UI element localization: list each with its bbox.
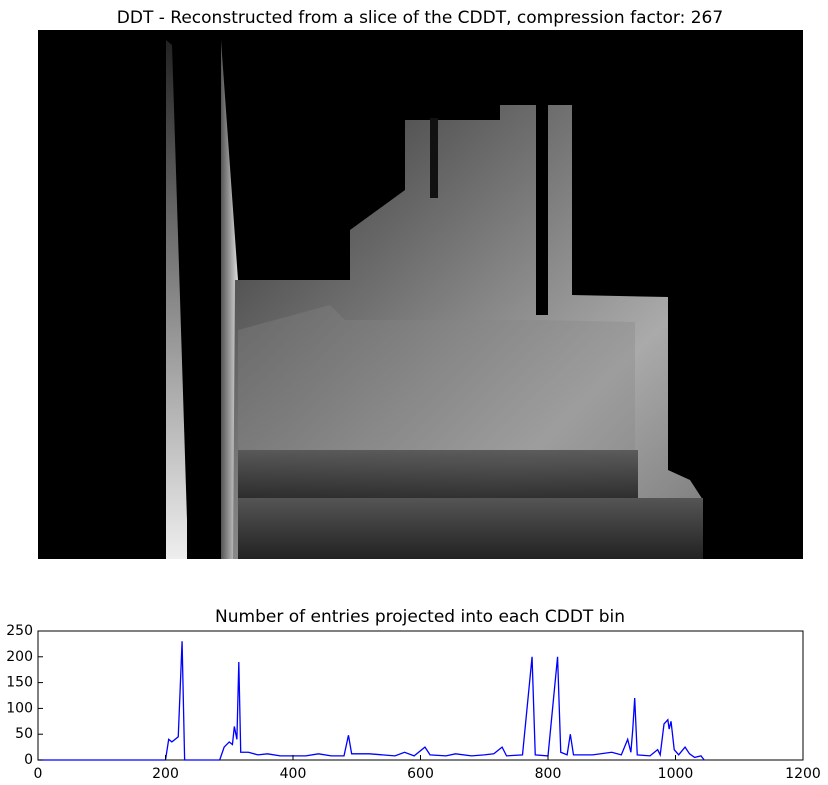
chart-title: Number of entries projected into each CD… (215, 607, 625, 627)
y-tick-label: 100 (6, 700, 33, 716)
x-tick-label: 800 (535, 766, 562, 782)
x-tick-label: 1200 (785, 766, 821, 782)
x-tick-label: 0 (34, 766, 43, 782)
x-tick-label: 1000 (658, 766, 694, 782)
data-line (38, 641, 705, 761)
x-tick-label: 200 (152, 766, 179, 782)
y-tick-label: 200 (6, 649, 33, 665)
y-tick-label: 0 (24, 752, 33, 768)
y-tick-label: 250 (6, 623, 33, 639)
x-tick-label: 600 (407, 766, 434, 782)
y-tick-label: 50 (15, 726, 33, 742)
image-title: DDT - Reconstructed from a slice of the … (117, 8, 723, 28)
ddt-image (38, 30, 803, 559)
y-tick-label: 150 (6, 675, 33, 691)
x-tick-label: 400 (280, 766, 307, 782)
plot-frame (37, 630, 804, 761)
